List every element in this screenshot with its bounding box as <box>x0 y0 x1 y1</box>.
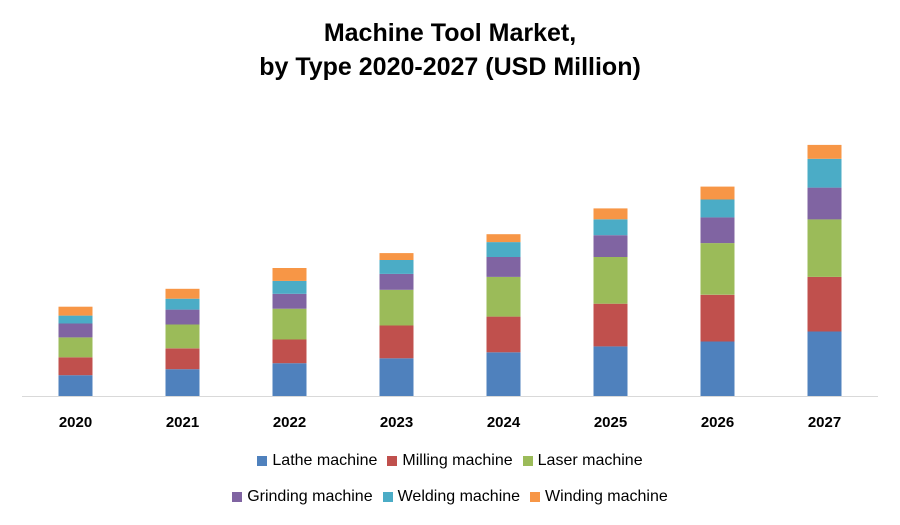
bar-2025-series-0 <box>593 346 628 396</box>
legend-label-2: Laser machine <box>537 452 643 469</box>
x-tick-labels: 2020 2021 2022 2023 2024 2025 2026 2027 <box>59 414 841 431</box>
bar-2023-series-2 <box>379 289 414 326</box>
chart-title: Machine Tool Market, by Type 2020-2027 (… <box>0 16 900 84</box>
legend-swatch-5 <box>530 492 541 502</box>
bar-2021-series-4 <box>165 298 200 310</box>
bar-2026-series-1 <box>700 294 735 342</box>
bar-2023-series-5 <box>379 253 414 260</box>
bar-2022-series-1 <box>272 339 307 364</box>
legend-swatch-2 <box>522 456 533 466</box>
bar-2025-series-4 <box>593 219 628 236</box>
legend-item-5: Winding machine <box>530 488 668 506</box>
bar-2021-series-3 <box>165 309 200 325</box>
legend-swatch-3 <box>232 492 243 502</box>
bar-2026-series-4 <box>700 199 735 218</box>
bar-2023-series-4 <box>379 260 414 274</box>
bar-2022-series-3 <box>272 293 307 309</box>
chart-title-line-2: by Type 2020-2027 (USD Million) <box>259 53 641 81</box>
legend-swatch-1 <box>387 456 398 466</box>
bar-2026-series-5 <box>700 186 735 200</box>
bar-2021-series-5 <box>165 288 200 299</box>
bar-2025-series-3 <box>593 235 628 257</box>
bar-2027-series-3 <box>807 187 842 220</box>
legend-item-4: Welding machine <box>382 488 521 506</box>
bar-2020-series-3 <box>58 323 93 338</box>
legend-item-0: Lathe machine <box>257 452 377 470</box>
bar-2022-series-0 <box>272 363 307 396</box>
bar-2027-series-2 <box>807 219 842 277</box>
bar-2022-series-4 <box>272 280 307 294</box>
legend-item-1: Milling machine <box>387 452 513 470</box>
bar-2024-series-3 <box>486 257 521 277</box>
legend-label-1: Milling machine <box>402 452 513 469</box>
bar-2021-series-2 <box>165 324 200 349</box>
legend-label-4: Welding machine <box>397 488 521 505</box>
bar-2026-series-2 <box>700 243 735 295</box>
chart-title-line-1: Machine Tool Market, <box>323 19 577 47</box>
legend-row-2: Grinding machine Welding machine Winding m… <box>0 488 900 506</box>
bar-2027-series-1 <box>807 276 842 332</box>
bar-2020-series-4 <box>58 315 93 324</box>
x-tick-label-2020: 2020 <box>59 414 92 431</box>
bar-2025-series-2 <box>593 257 628 304</box>
bar-2023-series-3 <box>379 273 414 290</box>
bars-layer <box>58 144 842 396</box>
bar-2024-series-1 <box>486 316 521 353</box>
bar-2027-series-4 <box>807 158 842 188</box>
bar-2021-series-0 <box>165 369 200 396</box>
bar-2027-series-5 <box>807 144 842 159</box>
bar-2026-series-0 <box>700 341 735 396</box>
bar-2024-series-0 <box>486 352 521 396</box>
bar-2021-series-1 <box>165 348 200 370</box>
bar-2026-series-3 <box>700 217 735 244</box>
bar-2023-series-1 <box>379 325 414 359</box>
x-tick-label-2023: 2023 <box>380 414 413 431</box>
x-tick-label-2022: 2022 <box>273 414 306 431</box>
bar-2025-series-1 <box>593 303 628 347</box>
legend-label-5: Winding machine <box>545 488 668 505</box>
bar-2020-series-2 <box>58 337 93 358</box>
legend-item-2: Laser machine <box>522 452 643 470</box>
bar-2024-series-5 <box>486 234 521 243</box>
x-tick-label-2026: 2026 <box>701 414 734 431</box>
x-tick-label-2024: 2024 <box>487 414 521 431</box>
x-tick-label-2021: 2021 <box>166 414 199 431</box>
bar-2023-series-0 <box>379 358 414 396</box>
x-tick-label-2025: 2025 <box>594 414 627 431</box>
bar-2027-series-0 <box>807 331 842 396</box>
legend-swatch-4 <box>382 492 393 502</box>
legend-label-0: Lathe machine <box>272 452 378 469</box>
bar-2025-series-5 <box>593 208 628 220</box>
legend-item-3: Grinding machine <box>232 488 373 506</box>
bar-2024-series-2 <box>486 276 521 317</box>
bar-2020-series-5 <box>58 306 93 316</box>
legend-swatch-0 <box>257 456 268 466</box>
legend-row-1: Lathe machine Milling machine Laser machin… <box>0 452 900 470</box>
bar-2022-series-2 <box>272 308 307 340</box>
legend-label-3: Grinding machine <box>247 488 373 505</box>
bar-2024-series-4 <box>486 242 521 257</box>
bar-2020-series-1 <box>58 357 93 376</box>
bar-2020-series-0 <box>58 375 93 396</box>
bar-2022-series-5 <box>272 268 307 281</box>
x-tick-label-2027: 2027 <box>808 414 841 431</box>
